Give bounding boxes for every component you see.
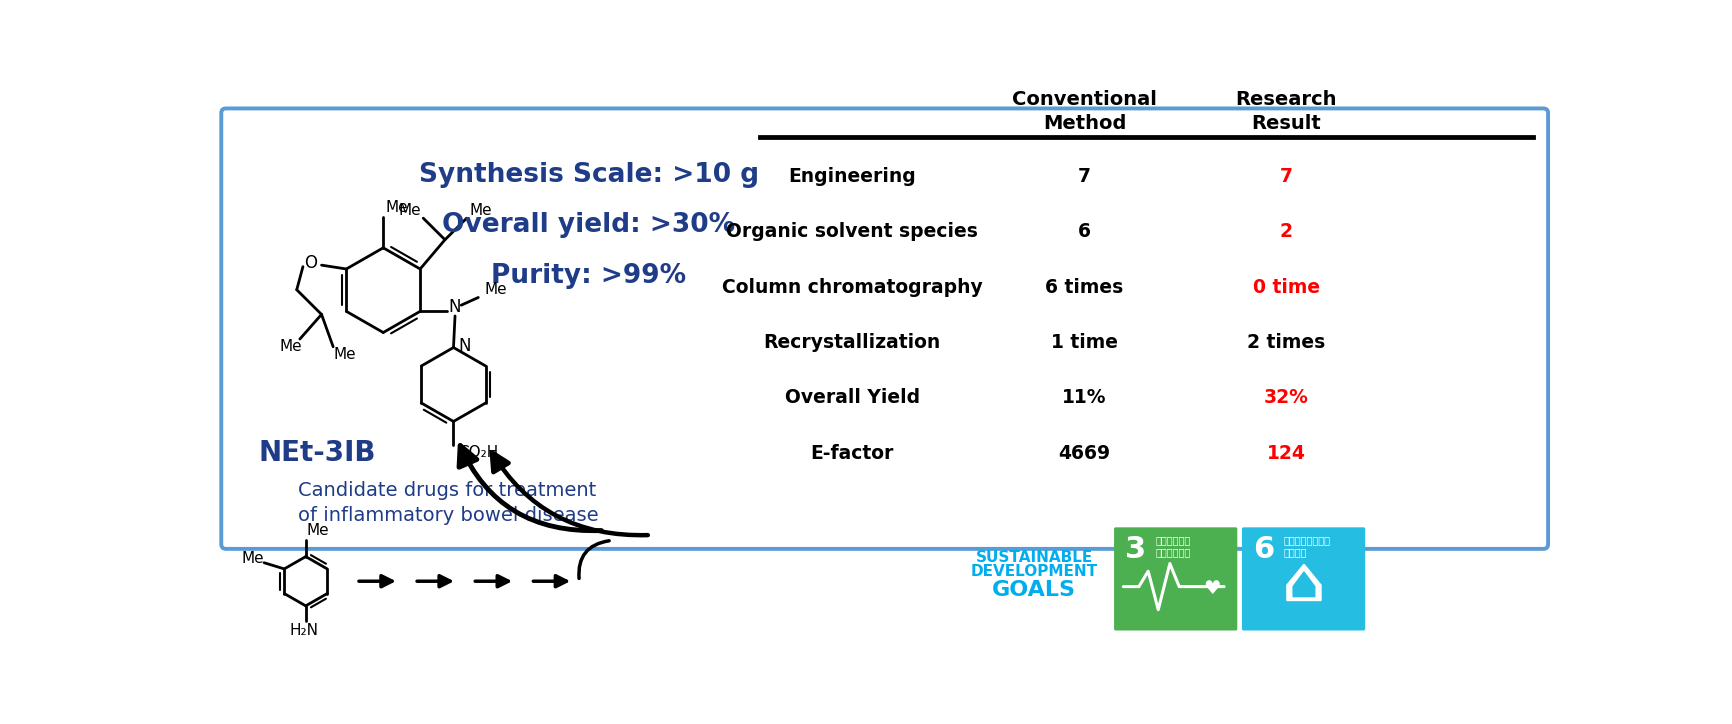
Text: Me: Me (333, 347, 355, 362)
Text: 7: 7 (1077, 167, 1091, 185)
Text: Research
Result: Research Result (1235, 90, 1335, 132)
Text: Me: Me (483, 282, 506, 298)
Text: 11%: 11% (1062, 389, 1107, 408)
Text: Overall yield: >30%: Overall yield: >30% (442, 211, 734, 237)
Text: CO₂H: CO₂H (457, 445, 499, 460)
FancyBboxPatch shape (1242, 527, 1365, 631)
Text: SUSTAINABLE: SUSTAINABLE (975, 550, 1093, 565)
Text: 7: 7 (1278, 167, 1292, 185)
Polygon shape (1292, 572, 1315, 597)
FancyArrowPatch shape (578, 541, 608, 578)
Text: 3: 3 (1124, 535, 1145, 564)
Text: Recrystallization: Recrystallization (764, 333, 940, 352)
Text: 124: 124 (1266, 444, 1304, 463)
Text: Me: Me (279, 340, 301, 354)
Text: N: N (449, 298, 461, 316)
Text: Synthesis Scale: >10 g: Synthesis Scale: >10 g (419, 161, 759, 188)
Text: ♥: ♥ (1204, 579, 1221, 599)
Text: N: N (457, 337, 471, 355)
Polygon shape (1287, 564, 1320, 600)
Text: 6 times: 6 times (1044, 277, 1122, 297)
Text: Conventional
Method: Conventional Method (1011, 90, 1157, 132)
Text: Me: Me (386, 201, 409, 215)
Text: 2: 2 (1278, 222, 1292, 241)
Text: Me: Me (469, 203, 492, 218)
FancyBboxPatch shape (222, 109, 1547, 549)
Text: Engineering: Engineering (788, 167, 916, 185)
Text: Me: Me (307, 523, 329, 538)
Text: 1 time: 1 time (1051, 333, 1117, 352)
Text: すべての人に
健康と福祉を: すべての人に 健康と福祉を (1155, 535, 1190, 557)
FancyArrowPatch shape (492, 452, 648, 535)
Text: 6: 6 (1077, 222, 1091, 241)
Text: 6: 6 (1252, 535, 1273, 564)
Text: Overall Yield: Overall Yield (785, 389, 920, 408)
Text: NEt-3IB: NEt-3IB (258, 439, 376, 468)
Text: GOALS: GOALS (992, 580, 1076, 599)
Text: 2 times: 2 times (1247, 333, 1325, 352)
Text: 0 time: 0 time (1252, 277, 1320, 297)
Text: Organic solvent species: Organic solvent species (726, 222, 977, 241)
Text: Candidate drugs for treatment
of inflammatory bowel disease: Candidate drugs for treatment of inflamm… (298, 481, 598, 526)
Text: O: O (305, 254, 317, 272)
Text: 4669: 4669 (1058, 444, 1110, 463)
Text: Purity: >99%: Purity: >99% (490, 264, 686, 290)
FancyBboxPatch shape (1114, 527, 1237, 631)
Text: E-factor: E-factor (811, 444, 894, 463)
Text: Column chromatography: Column chromatography (721, 277, 982, 297)
Text: DEVELOPMENT: DEVELOPMENT (970, 564, 1096, 578)
Text: Me: Me (242, 551, 265, 565)
FancyArrowPatch shape (459, 445, 601, 531)
Text: 安全な水とトイレ
を世界に: 安全な水とトイレ を世界に (1283, 535, 1330, 557)
Text: Me: Me (398, 203, 421, 218)
Text: H₂N: H₂N (289, 623, 319, 638)
Text: 32%: 32% (1263, 389, 1308, 408)
